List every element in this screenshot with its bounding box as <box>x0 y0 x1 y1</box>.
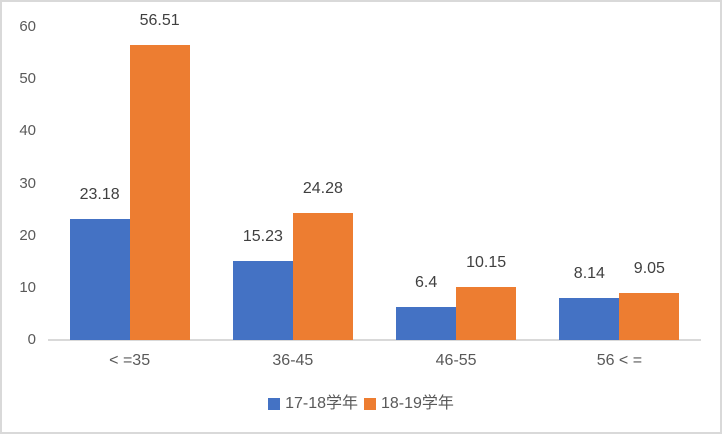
category-label: < =35 <box>109 352 151 369</box>
bar-value-label: 56.51 <box>139 12 180 30</box>
category-label: 36-45 <box>272 352 314 369</box>
bar-value-label: 23.18 <box>79 186 120 204</box>
y-tick-label: 60 <box>19 18 36 35</box>
bar-series-1 <box>129 45 190 340</box>
category-label: 46-55 <box>435 352 477 369</box>
bar-series-0 <box>69 219 130 340</box>
legend-label: 18-19学年 <box>381 395 454 412</box>
x-axis-line <box>48 339 701 341</box>
legend-item: 17-18学年 <box>268 395 358 413</box>
bar-series-1 <box>292 213 353 340</box>
category-label: 56 < = <box>596 352 643 369</box>
legend: 17-18学年 18-19学年 <box>2 395 720 413</box>
y-tick-label: 0 <box>27 331 36 348</box>
y-tick-label: 50 <box>19 70 36 88</box>
bar-value-label: 15.23 <box>242 227 283 245</box>
legend-label: 17-18学年 <box>285 395 358 412</box>
bar-value-label: 6.4 <box>415 273 438 291</box>
y-tick-label: 20 <box>19 226 36 244</box>
bar-series-0 <box>559 297 620 340</box>
y-tick-label: 10 <box>19 278 36 296</box>
y-tick-label: 40 <box>19 122 36 140</box>
bar-value-label: 10.15 <box>466 254 507 272</box>
legend-swatch <box>364 398 376 410</box>
bar-series-0 <box>232 260 293 340</box>
legend-item: 18-19学年 <box>364 395 454 413</box>
bar-value-label: 24.28 <box>302 180 343 198</box>
bar-series-0 <box>396 306 457 340</box>
bar-series-1 <box>456 287 517 340</box>
y-tick-label: 30 <box>19 174 36 192</box>
legend-swatch <box>268 398 281 410</box>
bar-value-label: 9.05 <box>633 259 665 277</box>
bar-value-label: 8.14 <box>573 264 605 282</box>
bar-series-1 <box>619 292 680 340</box>
